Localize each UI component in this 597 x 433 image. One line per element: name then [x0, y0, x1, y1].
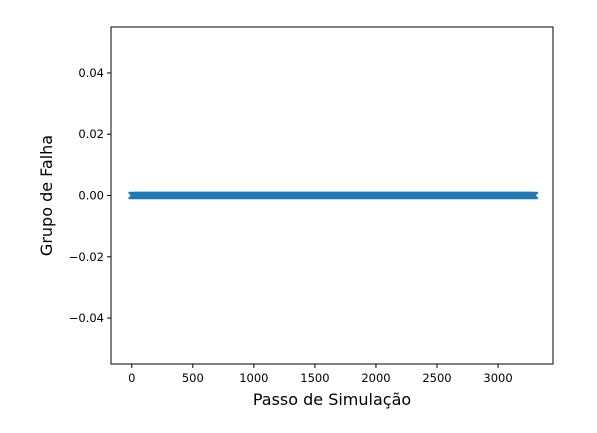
y-axis: −0.04 −0.02 0.00 0.02 0.04 [69, 66, 111, 325]
y-tick-label: −0.04 [69, 311, 104, 325]
y-tick-label: 0.04 [78, 66, 104, 80]
x-tick-label: 0 [128, 371, 135, 385]
x-tick-label: 1000 [239, 371, 268, 385]
y-tick-label: 0.00 [78, 189, 104, 203]
y-axis-title: Grupo de Falha [37, 135, 56, 256]
x-tick-label: 3000 [483, 371, 512, 385]
x-tick-label: 1500 [300, 371, 329, 385]
x-tick-label: 2000 [361, 371, 390, 385]
x-tick-label: 2500 [422, 371, 451, 385]
x-axis-title: Passo de Simulação [253, 390, 411, 409]
x-tick-label: 500 [182, 371, 204, 385]
series-markers [128, 191, 539, 200]
series-layer [128, 191, 539, 200]
x-axis: 0 500 1000 1500 2000 2500 3000 [128, 364, 513, 385]
y-tick-label: −0.02 [69, 250, 104, 264]
data-point-marker [128, 191, 539, 200]
y-tick-label: 0.02 [78, 127, 104, 141]
